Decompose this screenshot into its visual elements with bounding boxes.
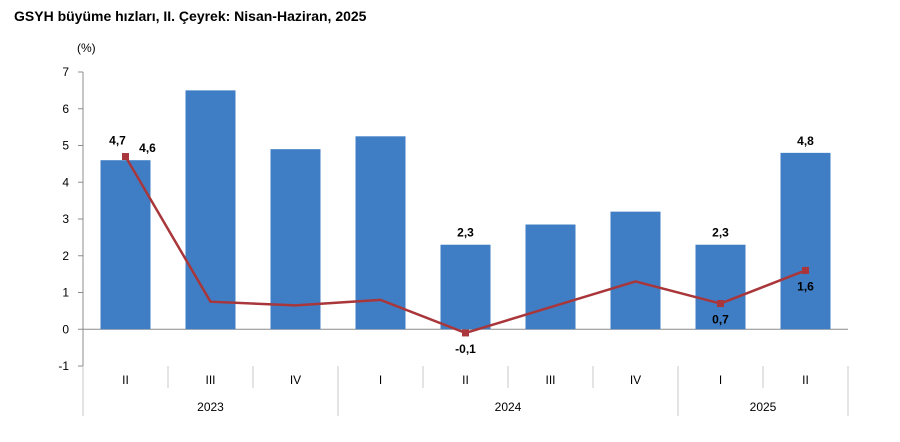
bar bbox=[780, 152, 831, 330]
bar-data-label: 4,6 bbox=[139, 141, 156, 155]
y-tick-label: 5 bbox=[62, 139, 69, 153]
x-tick-label: I bbox=[379, 373, 382, 387]
bar bbox=[695, 244, 746, 330]
bar bbox=[355, 136, 406, 330]
line-data-label: -0,1 bbox=[455, 342, 476, 356]
bar bbox=[185, 90, 236, 330]
y-axis-label: (%) bbox=[77, 41, 96, 55]
bar-data-label: 2,3 bbox=[457, 226, 474, 240]
line-marker bbox=[802, 266, 809, 274]
x-tick-label: III bbox=[205, 373, 215, 387]
x-tick-label: II bbox=[802, 373, 809, 387]
bar bbox=[440, 244, 491, 330]
line-marker bbox=[462, 329, 469, 337]
line-data-label: 4,7 bbox=[109, 134, 126, 148]
bar bbox=[270, 149, 321, 330]
y-tick-label: 1 bbox=[62, 286, 69, 300]
year-label: 2023 bbox=[197, 400, 224, 414]
y-tick-label: 2 bbox=[62, 249, 69, 263]
y-tick-label: 4 bbox=[62, 175, 69, 189]
bar bbox=[100, 160, 151, 330]
bar-data-label: 2,3 bbox=[712, 226, 729, 240]
year-label: 2024 bbox=[495, 400, 522, 414]
y-tick-label: 3 bbox=[62, 212, 69, 226]
y-tick-label: 6 bbox=[62, 102, 69, 116]
line-series bbox=[122, 153, 809, 337]
line-data-label: 0,7 bbox=[712, 313, 729, 327]
y-tick-label: -1 bbox=[58, 359, 69, 373]
y-tick-label: 7 bbox=[62, 65, 69, 79]
bar-series bbox=[100, 90, 831, 330]
x-tick-label: IV bbox=[290, 373, 301, 387]
year-label: 2025 bbox=[750, 400, 777, 414]
x-tick-label: II bbox=[122, 373, 129, 387]
x-tick-label: I bbox=[719, 373, 722, 387]
y-tick-label: 0 bbox=[62, 322, 69, 336]
data-labels: 4,6 2,3 2,3 4,8 4,7 -0,1 0,7 1,6 bbox=[109, 134, 814, 356]
line-marker bbox=[122, 153, 129, 161]
line-marker bbox=[717, 300, 724, 308]
bar bbox=[610, 211, 661, 330]
bar-data-label: 4,8 bbox=[797, 134, 814, 148]
chart-title: GSYH büyüme hızları, II. Çeyrek: Nisan-H… bbox=[14, 8, 367, 24]
line-data-label: 1,6 bbox=[797, 279, 814, 293]
x-tick-label: II bbox=[462, 373, 469, 387]
x-tick-label: IV bbox=[630, 373, 641, 387]
x-tick-label: III bbox=[545, 373, 555, 387]
